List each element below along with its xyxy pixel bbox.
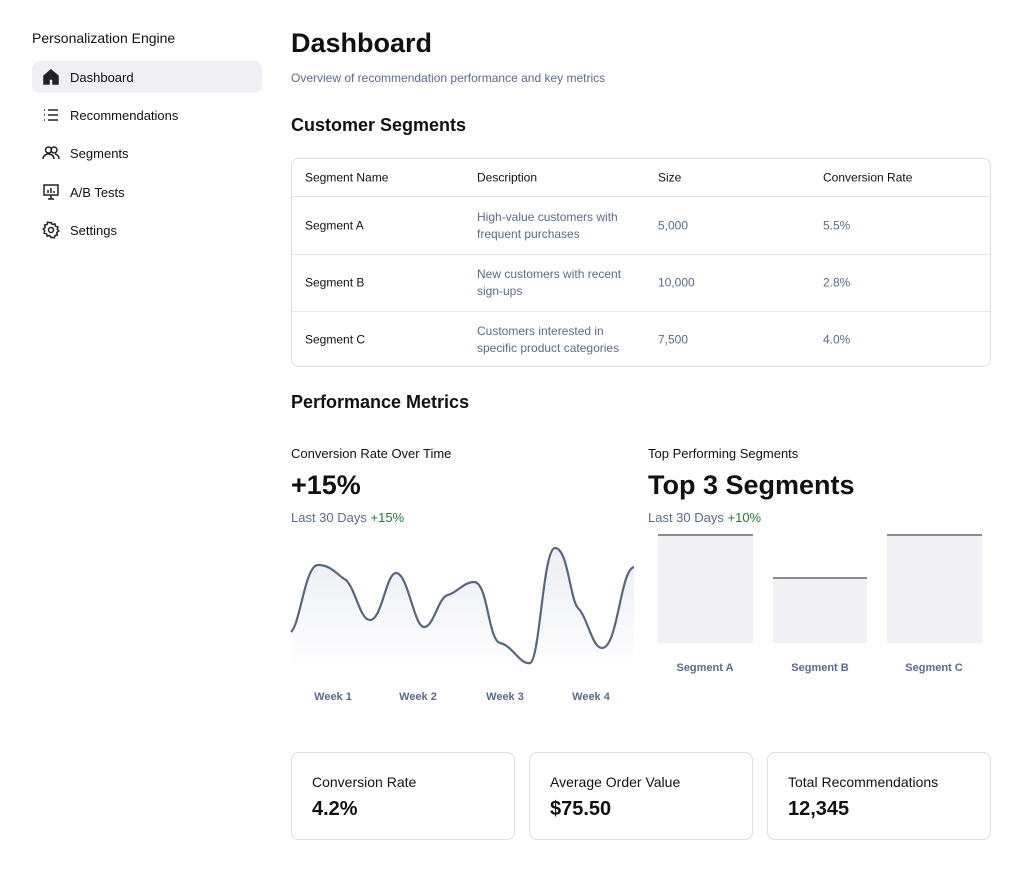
icon (42, 146, 60, 160)
page-subtitle: Overview of recommendation performance a… (291, 71, 606, 85)
period-label: Last 30 Days (648, 510, 724, 525)
kpi-card: Average Order Value $75.50 (529, 752, 753, 840)
x-label: Week 2 (399, 691, 437, 703)
nav-item[interactable]: A/B Tests (32, 176, 262, 208)
icon (43, 184, 59, 200)
cell: 7,500 (658, 332, 689, 347)
bar (773, 578, 867, 643)
nav-label: Segments (70, 145, 129, 161)
cell: Segment C (305, 332, 366, 347)
kpi-value: 12,345 (788, 798, 850, 820)
table-row: Segment A High-value customers with freq… (292, 196, 990, 254)
section-title: Performance Metrics (291, 392, 470, 412)
kpi-label: Total Recommendations (788, 774, 939, 790)
kpi-card: Total Recommendations 12,345 (767, 752, 991, 840)
nav-item[interactable]: Settings (32, 214, 262, 246)
line (290, 546, 635, 665)
kpi-label: Conversion Rate (312, 774, 417, 790)
bar-label: Segment B (791, 662, 849, 674)
app-title: Personalization Engine (32, 30, 176, 46)
period: Last 30 Days +10% (648, 510, 761, 525)
cell: Segment A (305, 218, 364, 232)
kpi-label: Average Order Value (550, 774, 681, 790)
cell: 5.5% (823, 218, 851, 232)
table-row: Segment C Customers interested in specif… (292, 311, 990, 366)
bar-label: Segment C (905, 662, 963, 674)
chart-title: Top Performing Segments (648, 446, 799, 461)
bar (887, 535, 982, 643)
x-label: Week 4 (572, 691, 610, 703)
table-header: Segment Name Description Size Conversion… (292, 159, 990, 196)
icon (43, 69, 59, 85)
bar (658, 535, 753, 643)
nav-label: Recommendations (70, 107, 179, 123)
cell: New customers with recent sign-ups (477, 267, 622, 298)
cell: 4.0% (823, 332, 851, 347)
change: +15% (370, 510, 405, 525)
area (291, 548, 634, 670)
cell: Customers interested in specific product… (477, 324, 620, 355)
column-header: Description (477, 170, 538, 184)
cell: 5,000 (658, 218, 689, 232)
kpi-card: Conversion Rate 4.2% (291, 752, 515, 840)
column-header: Size (658, 170, 682, 184)
column-header: Segment Name (305, 170, 389, 184)
page-title: Dashboard (291, 28, 433, 58)
chart-title: Conversion Rate Over Time (291, 446, 452, 461)
icon (44, 109, 58, 121)
period: Last 30 Days +15% (291, 510, 404, 525)
kpi-value: 4.2% (312, 798, 358, 820)
nav-item[interactable]: Segments (32, 137, 262, 169)
table-row: Segment B New customers with recent sign… (292, 254, 990, 311)
column-header: Conversion Rate (823, 170, 913, 184)
change: +10% (727, 510, 762, 525)
nav-label: Settings (70, 222, 117, 238)
x-label: Week 3 (486, 691, 524, 703)
metric-value: Top 3 Segments (648, 470, 855, 500)
cell: 2.8% (823, 275, 851, 290)
metric-value: +15% (291, 470, 361, 500)
kpi-value: $75.50 (550, 798, 612, 820)
bar-label: Segment A (676, 662, 734, 674)
icon (42, 221, 60, 239)
x-label: Week 1 (314, 691, 352, 703)
cell: 10,000 (658, 275, 695, 290)
cell: Segment B (305, 275, 365, 290)
section-title: Customer Segments (291, 115, 467, 135)
nav-item[interactable]: Dashboard (32, 61, 262, 93)
segments-table: Segment Name Description Size Conversion… (291, 158, 991, 367)
nav-label: Dashboard (70, 69, 134, 85)
nav-item[interactable]: Recommendations (32, 99, 262, 131)
nav-label: A/B Tests (70, 184, 125, 200)
cell: High-value customers with frequent purch… (477, 209, 618, 241)
period-label: Last 30 Days (291, 510, 367, 525)
